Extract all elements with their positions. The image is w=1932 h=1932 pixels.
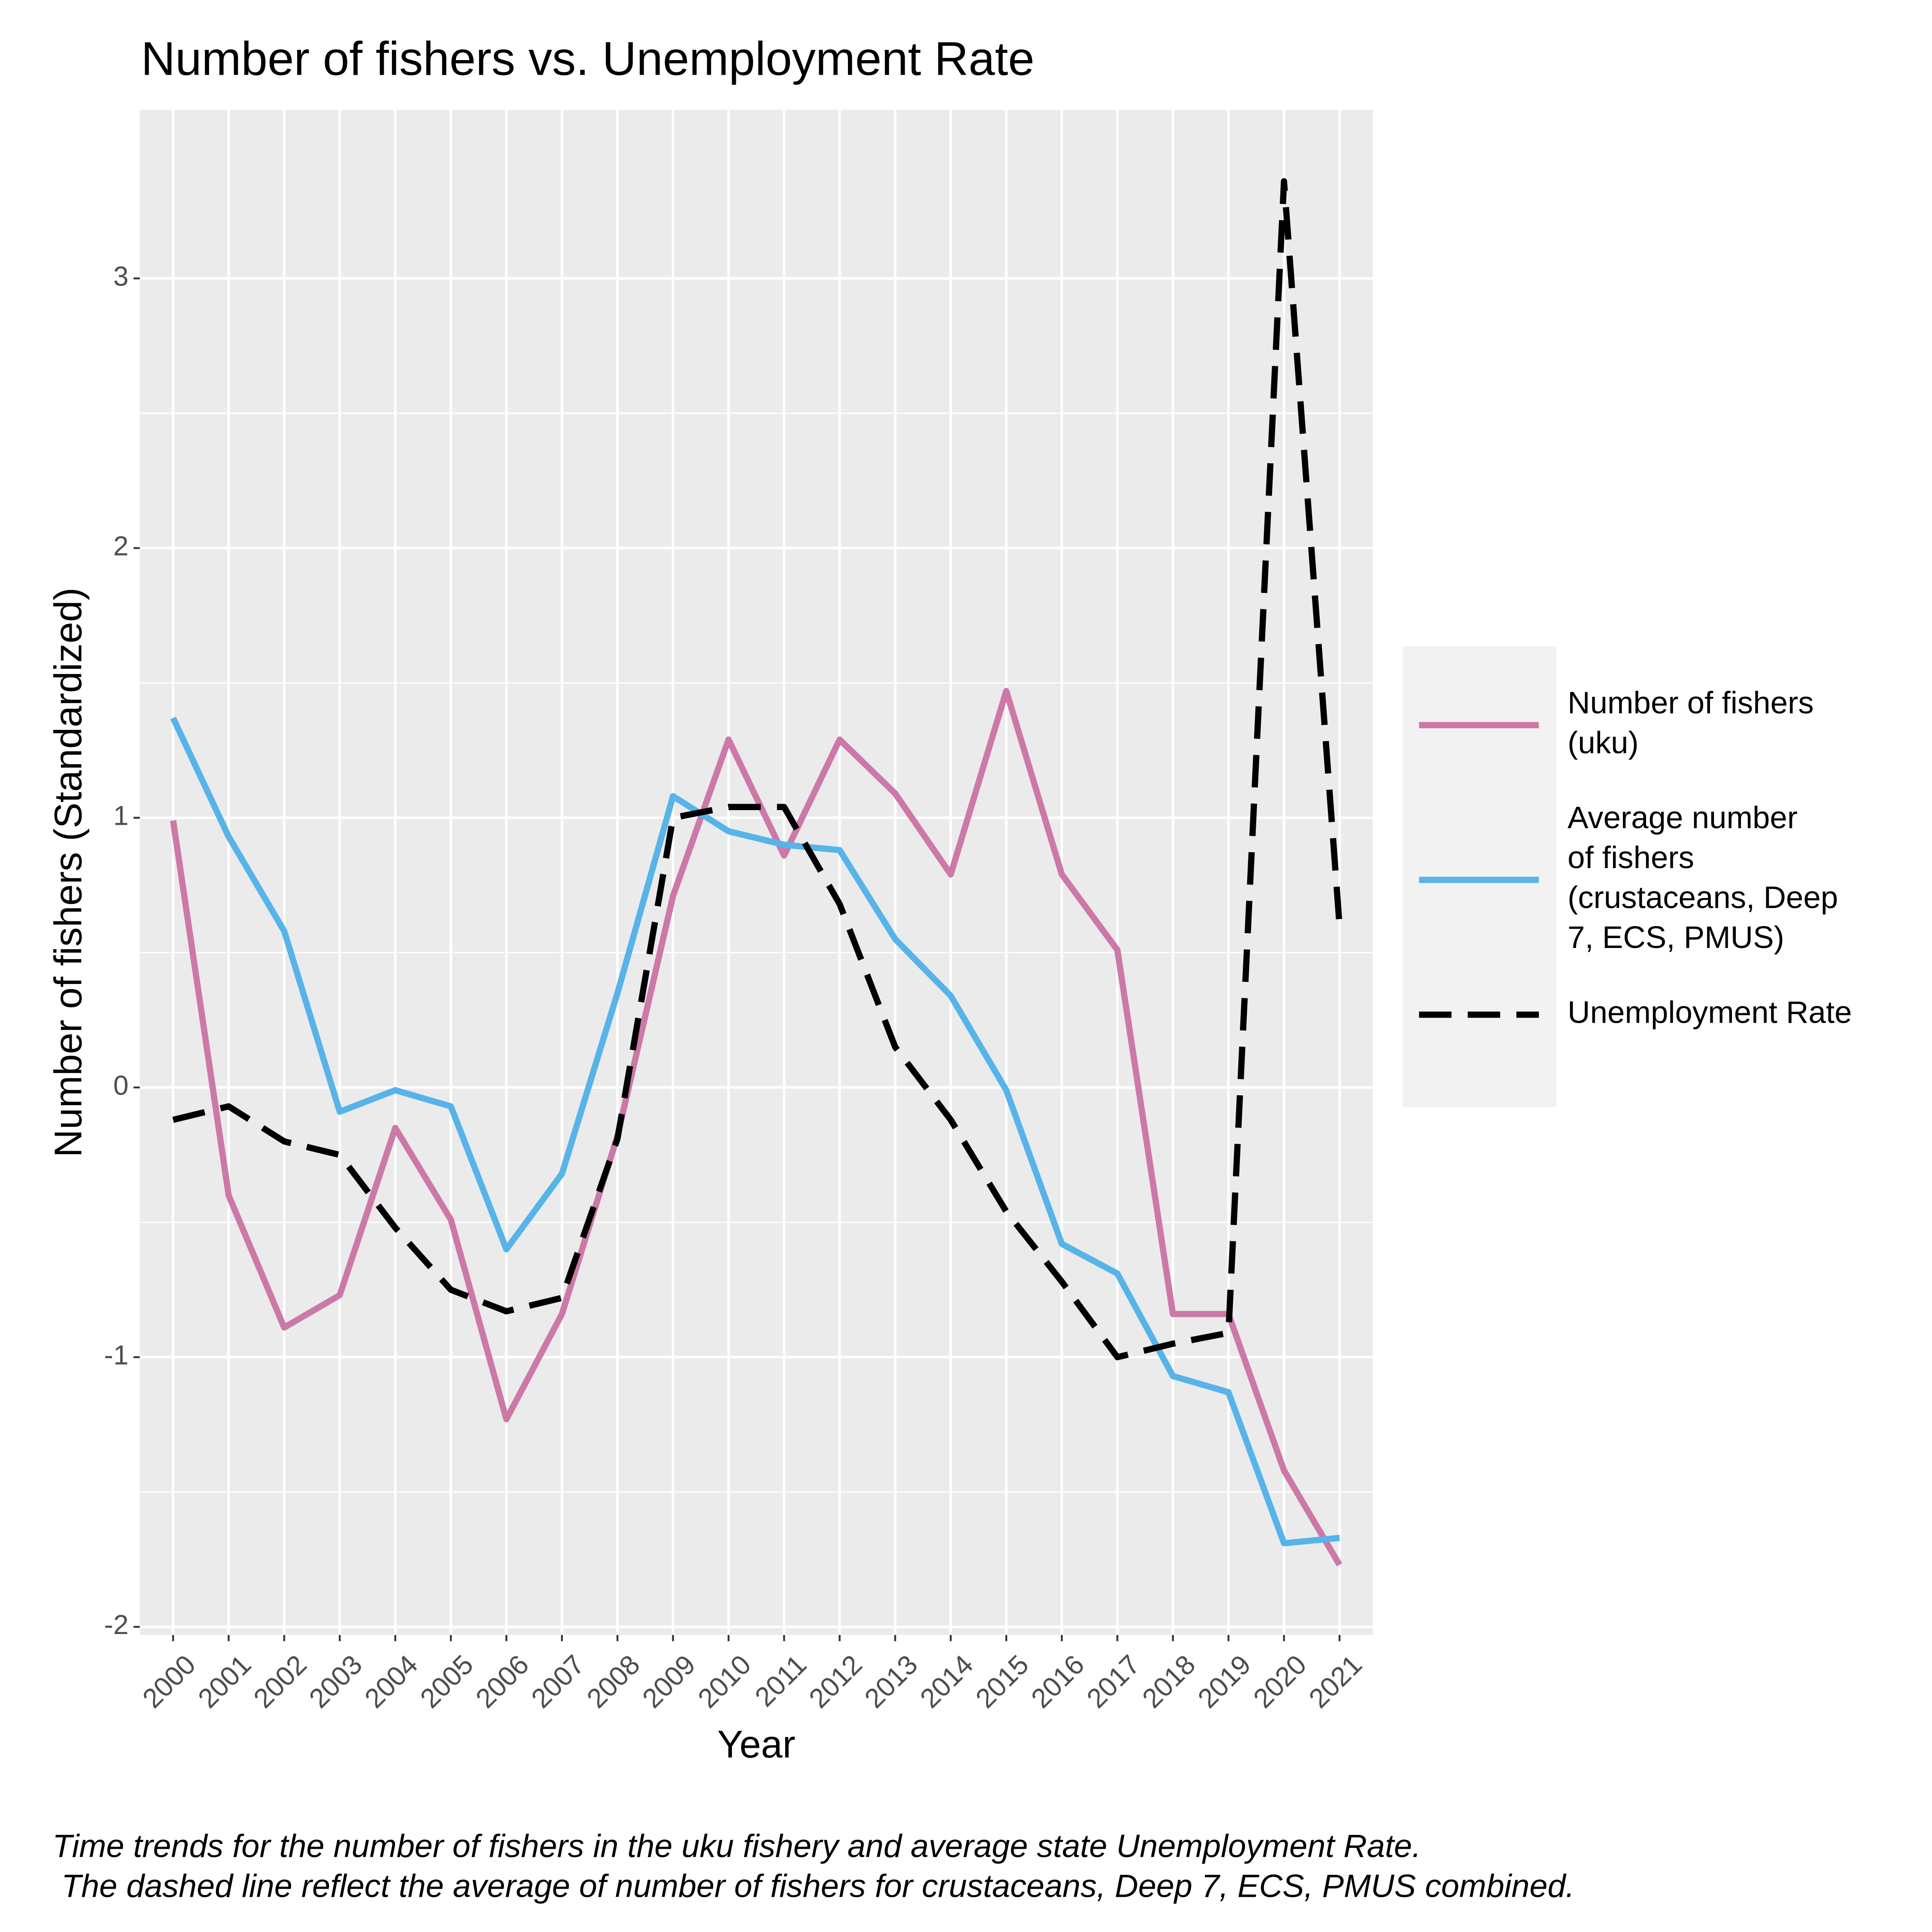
y-tick-label: -1 bbox=[104, 1340, 129, 1370]
legend-label-line: (uku) bbox=[1567, 726, 1639, 760]
panel bbox=[140, 109, 1373, 1635]
legend-label-line: Unemployment Rate bbox=[1567, 995, 1852, 1030]
x-axis-title: Year bbox=[717, 1723, 796, 1766]
series-line bbox=[172, 178, 1343, 1361]
legend-label-line: of fishers bbox=[1567, 840, 1694, 875]
legend-label-line: Average number bbox=[1567, 800, 1798, 835]
legend-label: Number of fishers (uku) bbox=[1567, 686, 1814, 760]
y-tick-label: 3 bbox=[113, 261, 129, 292]
lines bbox=[170, 178, 1343, 1567]
legend-label-line: (crustaceans, Deep bbox=[1567, 880, 1838, 915]
grid bbox=[140, 109, 1373, 1635]
legend: Number of fishers (uku) Average number of f… bbox=[1419, 686, 1852, 1030]
y-tick-label: 0 bbox=[113, 1070, 129, 1101]
legend-label: Unemployment Rate bbox=[1567, 995, 1852, 1030]
caption: Time trends for the number of fishers in… bbox=[52, 1829, 1575, 1905]
y-tick-label: 2 bbox=[113, 530, 129, 561]
y-tick-label: 1 bbox=[113, 800, 129, 831]
caption-line: Time trends for the number of fishers in… bbox=[52, 1829, 1421, 1865]
caption-line: The dashed line reflect the average of n… bbox=[52, 1868, 1575, 1905]
legend-label-line: 7, ECS, PMUS) bbox=[1567, 920, 1784, 955]
series-line bbox=[170, 688, 1343, 1567]
legend-label: Average number of fishers (crustaceans, De… bbox=[1567, 800, 1838, 955]
series-line bbox=[170, 717, 1340, 1546]
y-tick-label: -2 bbox=[104, 1609, 129, 1640]
chart-title: Number of fishers vs. Unemployment Rate bbox=[141, 32, 1034, 85]
legend-label-line: Number of fishers bbox=[1567, 686, 1814, 720]
y-axis-title: Number of fishers (Standardized) bbox=[46, 587, 90, 1157]
